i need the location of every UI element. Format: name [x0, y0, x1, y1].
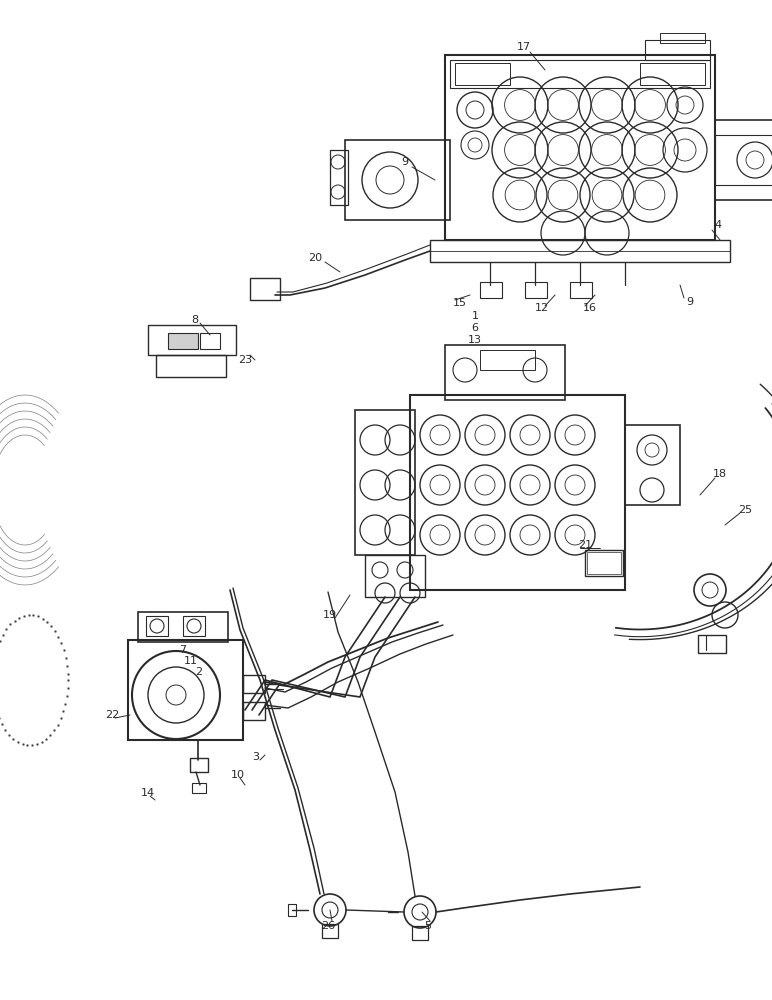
Text: 1: 1: [472, 311, 479, 321]
Bar: [330, 150, 348, 205]
Bar: [146, 616, 168, 636]
Bar: [365, 555, 425, 597]
Bar: [128, 640, 243, 740]
Text: 2: 2: [195, 667, 202, 677]
Text: 3: 3: [252, 752, 259, 762]
Bar: [587, 552, 621, 574]
Bar: [345, 140, 450, 220]
Text: 7: 7: [179, 645, 187, 655]
Text: 9: 9: [401, 157, 408, 167]
Bar: [645, 40, 710, 60]
Bar: [430, 240, 730, 262]
Bar: [480, 350, 535, 370]
Text: 18: 18: [713, 469, 727, 479]
Bar: [455, 63, 510, 85]
Text: 10: 10: [231, 770, 245, 780]
Text: 23: 23: [238, 355, 252, 365]
Text: 21: 21: [578, 540, 592, 550]
Text: 11: 11: [184, 656, 198, 666]
Text: 19: 19: [323, 610, 337, 620]
Text: 20: 20: [308, 253, 322, 263]
Text: 22: 22: [105, 710, 119, 720]
Bar: [525, 282, 547, 298]
Bar: [200, 333, 220, 349]
Bar: [243, 702, 265, 720]
Bar: [322, 924, 338, 938]
Bar: [183, 616, 205, 636]
Bar: [250, 278, 280, 300]
Text: 26: 26: [321, 921, 335, 931]
Bar: [148, 325, 236, 355]
Text: 13: 13: [468, 335, 482, 345]
Text: 17: 17: [517, 42, 531, 52]
Bar: [355, 410, 415, 555]
Bar: [168, 333, 198, 349]
Bar: [570, 282, 592, 298]
Text: 16: 16: [583, 303, 597, 313]
Text: 9: 9: [686, 297, 693, 307]
Bar: [480, 282, 502, 298]
Bar: [412, 926, 428, 940]
Text: 12: 12: [535, 303, 549, 313]
Bar: [288, 904, 296, 916]
Bar: [156, 355, 226, 377]
Bar: [450, 60, 710, 88]
Text: 15: 15: [453, 298, 467, 308]
Text: 25: 25: [738, 505, 752, 515]
Bar: [715, 120, 772, 200]
Bar: [190, 758, 208, 772]
Bar: [640, 63, 705, 85]
Bar: [715, 135, 772, 185]
Bar: [243, 675, 265, 693]
Bar: [445, 345, 565, 400]
Text: 14: 14: [141, 788, 155, 798]
Bar: [138, 612, 228, 642]
Bar: [445, 55, 715, 240]
Bar: [585, 550, 623, 576]
Text: 6: 6: [472, 323, 479, 333]
Bar: [192, 783, 206, 793]
Text: 5: 5: [425, 921, 432, 931]
Text: 4: 4: [714, 220, 722, 230]
Bar: [660, 33, 705, 43]
Text: 8: 8: [191, 315, 198, 325]
Bar: [698, 635, 726, 653]
Bar: [625, 425, 680, 505]
Bar: [410, 395, 625, 590]
